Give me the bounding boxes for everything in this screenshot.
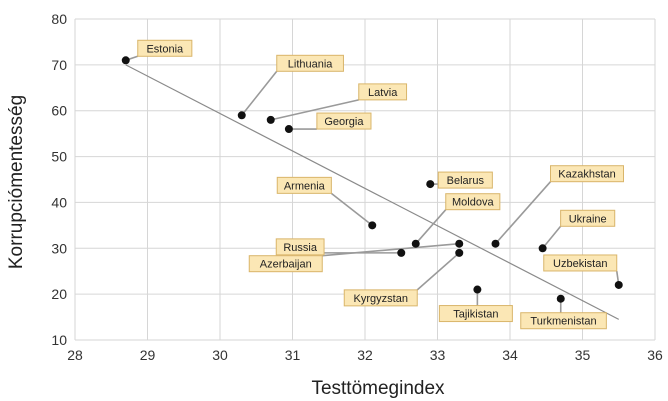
y-tick-label: 40 xyxy=(51,194,67,210)
data-point xyxy=(411,239,420,248)
point-label: Azerbaijan xyxy=(260,259,312,271)
point-labels: Estonia Lithuania Latvia Georgia Belarus Arme… xyxy=(137,39,624,330)
point-label: Tajikistan xyxy=(453,309,498,321)
leader-line xyxy=(494,181,552,245)
point-label: Armenia xyxy=(284,180,326,192)
point-label-box xyxy=(358,83,408,101)
point-label-box xyxy=(343,289,418,307)
data-point xyxy=(397,248,406,257)
data-point xyxy=(455,248,464,257)
point-label: Russia xyxy=(283,242,318,254)
leader-line xyxy=(241,70,278,116)
point-label-box xyxy=(520,312,607,330)
data-point xyxy=(473,285,482,294)
x-tick-label: 29 xyxy=(140,347,156,363)
y-tick-label: 10 xyxy=(51,332,67,348)
point-label-box xyxy=(276,54,344,72)
data-point xyxy=(614,280,623,289)
x-tick-label: 32 xyxy=(357,347,373,363)
data-point xyxy=(455,239,464,248)
point-label: Latvia xyxy=(368,87,398,99)
y-tick-label: 20 xyxy=(51,286,67,302)
point-label: Kazakhstan xyxy=(558,169,615,181)
point-label: Moldova xyxy=(452,197,494,209)
y-tick-label: 50 xyxy=(51,149,67,165)
leader-line xyxy=(270,99,359,121)
y-tick-label: 60 xyxy=(51,103,67,119)
point-label-box xyxy=(137,39,193,57)
leader-line xyxy=(542,225,562,249)
point-label-box xyxy=(316,112,372,130)
point-label: Kyrgyzstan xyxy=(354,293,408,305)
point-label-box xyxy=(560,209,616,227)
data-point xyxy=(368,221,377,230)
point-label: Turkmenistan xyxy=(530,316,596,328)
axes: 28 29 30 31 32 33 34 35 36 10 20 30 40 50 60 70 80 xyxy=(51,11,663,363)
leader-line xyxy=(330,192,373,226)
x-tick-label: 30 xyxy=(212,347,228,363)
x-axis-title: Testtömegindex xyxy=(311,378,445,399)
x-tick-label: 35 xyxy=(575,347,591,363)
grid xyxy=(74,18,656,341)
point-label-box xyxy=(248,255,323,273)
y-tick-label: 80 xyxy=(51,11,67,27)
point-label-box xyxy=(550,165,624,183)
x-tick-label: 34 xyxy=(502,347,518,363)
y-tick-label: 70 xyxy=(51,57,67,73)
point-label: Ukraine xyxy=(569,213,607,225)
point-label-box xyxy=(438,305,513,323)
y-tick-label: 30 xyxy=(51,240,67,256)
leader-line xyxy=(415,209,447,245)
data-point xyxy=(237,111,246,120)
x-tick-label: 28 xyxy=(67,347,83,363)
leader-line xyxy=(322,242,460,257)
trendline xyxy=(125,64,620,320)
y-axis-title: Korrupciómentesség xyxy=(6,95,27,269)
point-label: Georgia xyxy=(324,116,364,128)
data-point xyxy=(556,294,565,303)
point-label: Lithuania xyxy=(288,58,334,70)
label-leaders xyxy=(125,55,620,313)
data-point xyxy=(491,239,500,248)
point-label-box xyxy=(275,238,325,256)
leader-line xyxy=(416,252,460,291)
data-point xyxy=(266,115,275,124)
x-tick-label: 36 xyxy=(647,347,663,363)
point-label: Estonia xyxy=(146,43,184,55)
point-label-box xyxy=(543,254,618,272)
data-points xyxy=(121,56,623,303)
point-label-box xyxy=(437,171,493,189)
x-tick-label: 31 xyxy=(285,347,301,363)
data-point xyxy=(284,125,293,134)
trend-line xyxy=(125,64,620,320)
x-tick-label: 33 xyxy=(430,347,446,363)
point-label-box xyxy=(276,176,332,194)
point-label: Belarus xyxy=(447,175,485,187)
data-point xyxy=(538,244,547,253)
data-point xyxy=(121,56,130,65)
data-point xyxy=(426,180,435,189)
point-label: Uzbekistan xyxy=(553,258,607,270)
point-label-box xyxy=(445,193,501,211)
